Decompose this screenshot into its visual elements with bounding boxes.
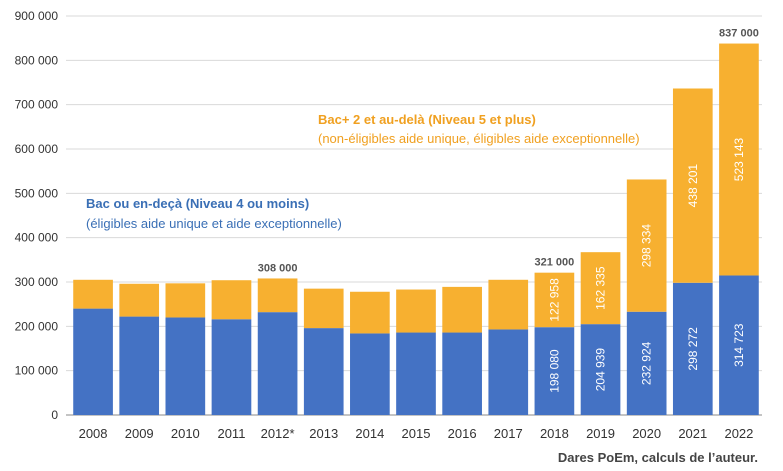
bar-segment-high-level	[719, 43, 759, 276]
bar-segment-high-level	[672, 88, 713, 283]
bar-segment-low-level	[672, 282, 713, 415]
bar-value-label: 314 723	[732, 323, 746, 367]
bar-value-label: 523 143	[732, 138, 746, 182]
bar-segment-low-level	[119, 316, 160, 415]
bar-segment-low-level	[580, 324, 621, 415]
source-note: Dares PoEm, calculs de l’auteur.	[558, 450, 758, 465]
bar-segment-high-level	[257, 278, 298, 313]
x-tick-label: 2021	[678, 426, 707, 441]
bar-segment-high-level	[350, 291, 390, 334]
bar-segment-low-level	[488, 329, 529, 415]
x-tick-label: 2016	[448, 426, 477, 441]
bar-total-label: 321 000	[535, 257, 575, 269]
bar-segment-low-level	[534, 327, 575, 415]
x-tick-label: 2014	[355, 426, 384, 441]
bar-value-label: 232 924	[640, 341, 654, 385]
bar-segment-high-level	[119, 283, 160, 317]
y-axis: 0 100 000 200 000 300 000 400 000 500 000 600 …	[15, 9, 59, 422]
bar-segment-low-level	[350, 333, 390, 415]
bar-segment-low-level	[257, 312, 298, 415]
x-tick-label: 2018	[540, 426, 569, 441]
bar-value-label: 438 201	[686, 164, 700, 208]
y-tick-label: 600 000	[15, 142, 59, 156]
bar-segment-high-level	[626, 179, 667, 312]
x-tick-label: 2022	[724, 426, 753, 441]
legend-high-subtitle: (non-éligibles aide unique, éligibles ai…	[318, 131, 640, 146]
x-tick-label: 2008	[79, 426, 108, 441]
y-tick-label: 300 000	[15, 275, 59, 289]
bar-segment-low-level	[303, 328, 344, 415]
y-tick-label: 100 000	[15, 364, 59, 378]
legend: Bac+ 2 et au-delà (Niveau 5 et plus) (no…	[86, 112, 640, 231]
bar-value-label: 204 939	[594, 348, 608, 392]
x-tick-label: 2009	[125, 426, 154, 441]
bar-segment-low-level	[626, 311, 667, 415]
bar-value-label: 122 958	[547, 278, 561, 322]
y-tick-label: 0	[51, 408, 58, 422]
bar-segment-low-level	[719, 275, 759, 415]
x-tick-label: 2012*	[261, 426, 295, 441]
bar-segment-high-level	[442, 286, 482, 333]
bar-total-label: 837 000	[719, 28, 759, 40]
bar-segment-high-level	[211, 280, 252, 320]
bar-segment-high-level	[165, 283, 206, 318]
legend-low-subtitle: (éligibles aide unique et aide exception…	[86, 216, 342, 231]
bar-segment-high-level	[396, 289, 436, 333]
bar-value-label: 162 335	[594, 266, 608, 310]
x-tick-label: 2011	[217, 426, 245, 441]
bar-segment-high-level	[73, 279, 113, 309]
y-tick-label: 200 000	[15, 319, 59, 333]
y-tick-label: 900 000	[15, 9, 59, 23]
bar-value-label: 298 334	[640, 224, 654, 268]
y-tick-label: 800 000	[15, 53, 59, 67]
x-tick-label: 2013	[309, 426, 338, 441]
x-axis: 2008 2009 2010 2011 2012* 2013 2014 2015 2016 201…	[79, 426, 754, 441]
bar-total-label: 308 000	[258, 262, 298, 274]
x-tick-label: 2015	[402, 426, 431, 441]
x-tick-label: 2019	[586, 426, 615, 441]
bar-value-label: 298 272	[686, 327, 700, 371]
bar-segment-low-level	[211, 319, 252, 415]
bar-segment-low-level	[396, 332, 436, 415]
y-tick-label: 400 000	[15, 231, 59, 245]
bar-segment-low-level	[73, 308, 113, 415]
y-tick-label: 700 000	[15, 98, 59, 112]
bar-segment-high-level	[303, 288, 344, 329]
bar-segment-high-level	[488, 279, 529, 330]
x-tick-label: 2020	[632, 426, 661, 441]
bar-segment-low-level	[442, 332, 482, 415]
bar-value-label: 198 080	[547, 349, 561, 393]
bar-segment-low-level	[165, 317, 206, 415]
legend-low-title: Bac ou en-deçà (Niveau 4 ou moins)	[86, 196, 309, 211]
x-tick-label: 2010	[171, 426, 200, 441]
bars: 308 000 198 080 122 958 321 000 204 939 162 3…	[73, 28, 759, 415]
bar-segment-high-level	[534, 272, 575, 328]
legend-high-title: Bac+ 2 et au-delà (Niveau 5 et plus)	[318, 112, 536, 127]
bar-segment-high-level	[580, 252, 621, 325]
x-tick-label: 2017	[494, 426, 523, 441]
y-tick-label: 500 000	[15, 186, 59, 200]
